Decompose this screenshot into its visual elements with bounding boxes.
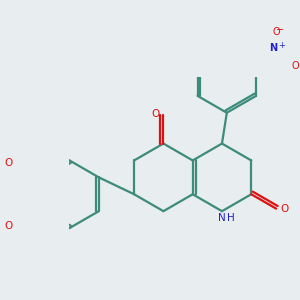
Text: O: O: [291, 61, 299, 70]
Text: O: O: [280, 204, 288, 214]
Text: +: +: [278, 41, 285, 50]
Text: N: N: [270, 43, 278, 52]
Text: O: O: [152, 109, 160, 118]
Text: O: O: [272, 27, 280, 37]
Text: N: N: [218, 213, 226, 224]
Text: O: O: [5, 158, 13, 168]
Text: H: H: [226, 213, 234, 224]
Text: −: −: [276, 25, 285, 35]
Text: O: O: [5, 221, 13, 231]
